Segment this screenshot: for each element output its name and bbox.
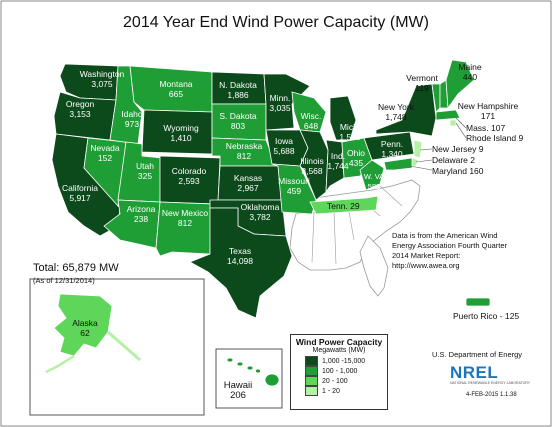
legend-row-4: 1 - 20 [305, 386, 387, 396]
callout-PR: Puerto Rico - 125 [453, 311, 520, 321]
callout-RI: Rhode Island 9 [466, 133, 524, 143]
label-IN: Ind. 1,744 [327, 151, 349, 171]
aleutian-islands [45, 354, 75, 374]
label-WI: Wisc. 648 [300, 111, 322, 131]
callout-TN: Tenn. 29 [327, 201, 360, 211]
label-NE: Nebraska 812 [225, 141, 263, 161]
state-MD [383, 157, 413, 171]
label-KS: Kansas 2,967 [233, 173, 263, 193]
legend-title: Wind Power Capacity [295, 337, 383, 347]
label-ND: N. Dakota 1,886 [219, 80, 257, 100]
state-IL [299, 129, 329, 201]
state-RI [449, 119, 457, 127]
label-MN: Minn. 3,035 [269, 93, 291, 113]
state-PR [465, 297, 491, 307]
label-CA: California 5,917 [62, 183, 98, 203]
label-CO: Colorado 2,593 [171, 166, 207, 186]
legend-swatch-2 [305, 366, 318, 376]
legend-label-4: 1 - 20 [322, 387, 340, 395]
state-TX [189, 207, 293, 319]
florida [359, 235, 389, 297]
label-IL: Illinois 3,568 [300, 156, 324, 176]
label-TX: Texas 14,098 [227, 246, 253, 266]
state-NJ [413, 139, 423, 159]
label-MO: Missouri 459 [278, 176, 310, 196]
label-OK: Oklahoma 3,782 [240, 202, 280, 222]
label-ME: Maine 440 [458, 62, 482, 82]
legend-row-2: 100 - 1,000 [305, 366, 387, 376]
nrel-logo: NREL [450, 363, 499, 382]
callout-MD: Maryland 160 [432, 166, 484, 176]
label-WA: Washington 3,075 [79, 69, 125, 89]
label-NV: Nevada 152 [90, 143, 120, 163]
callout-lines [409, 117, 467, 171]
label-NY: New York 1,748 [378, 102, 414, 122]
legend: Wind Power Capacity Megawatts (MW) 1,000… [290, 334, 388, 410]
legend-swatch-4 [305, 386, 318, 396]
legend-swatch-3 [305, 376, 318, 386]
callout-MA: Mass. 107 [466, 123, 506, 133]
legend-label-2: 100 - 1,000 [322, 367, 358, 375]
alaska-panhandle [107, 330, 141, 362]
legend-swatch-1 [305, 356, 318, 366]
label-NM: New Mexico 812 [161, 208, 209, 228]
label-PA: Penn. 1,340 [380, 139, 404, 159]
nrel-logo-subtitle: NATIONAL RENEWABLE ENERGY LABORATORY [450, 381, 531, 385]
agency-name: U.S. Department of Energy [432, 350, 523, 359]
alaska-inset [29, 278, 205, 416]
label-WY: Wyoming 1,410 [163, 123, 199, 143]
total-capacity: Total: 65,879 MW [33, 262, 119, 274]
callout-DE: Delaware 2 [432, 155, 475, 165]
label-IA: Iowa 5,688 [273, 136, 295, 156]
state-HI [226, 357, 280, 387]
state-MI [329, 95, 357, 141]
label-MI: Mich. 1,525 [339, 122, 361, 142]
source-note: Data is from the American Wind Energy As… [392, 231, 508, 270]
state-WV [359, 159, 385, 191]
label-UT: Utah 325 [136, 161, 154, 181]
label-AZ: Arizona 238 [126, 204, 156, 224]
state-MA [435, 109, 461, 121]
legend-row-3: 20 - 100 [305, 376, 387, 386]
state-MN [263, 73, 311, 131]
label-AK: Alaska 62 [72, 318, 98, 338]
legend-label-1: 1,000 -15,000 [322, 357, 366, 365]
label-SD: S. Dakota 803 [219, 111, 257, 131]
state-TN [309, 195, 379, 215]
legend-label-3: 20 - 100 [322, 377, 348, 385]
map-title: 2014 Year End Wind Power Capacity (MW) [123, 14, 429, 31]
label-WV: W. VA 583 [363, 172, 385, 191]
date-stamp: 4-FEB-2015 1.1.38 [466, 392, 517, 398]
label-ID: Idaho 973 [121, 109, 143, 129]
legend-units: Megawatts (MW) [312, 347, 366, 354]
label-OH: Ohio 435 [347, 148, 365, 168]
as-of-date: (As of 12/31/2014) [33, 276, 95, 285]
callout-NJ: New Jersey 9 [432, 144, 484, 154]
state-ME [445, 59, 475, 110]
legend-row-1: 1,000 -15,000 [305, 356, 387, 366]
label-VT: Vermont 119 [406, 73, 438, 93]
label-MT: Montana 665 [159, 79, 193, 99]
label-NH: New Hampshire 171 [457, 101, 519, 121]
label-OR: Oregon 3,153 [65, 99, 95, 119]
label-HI: Hawaii 206 [223, 380, 253, 401]
